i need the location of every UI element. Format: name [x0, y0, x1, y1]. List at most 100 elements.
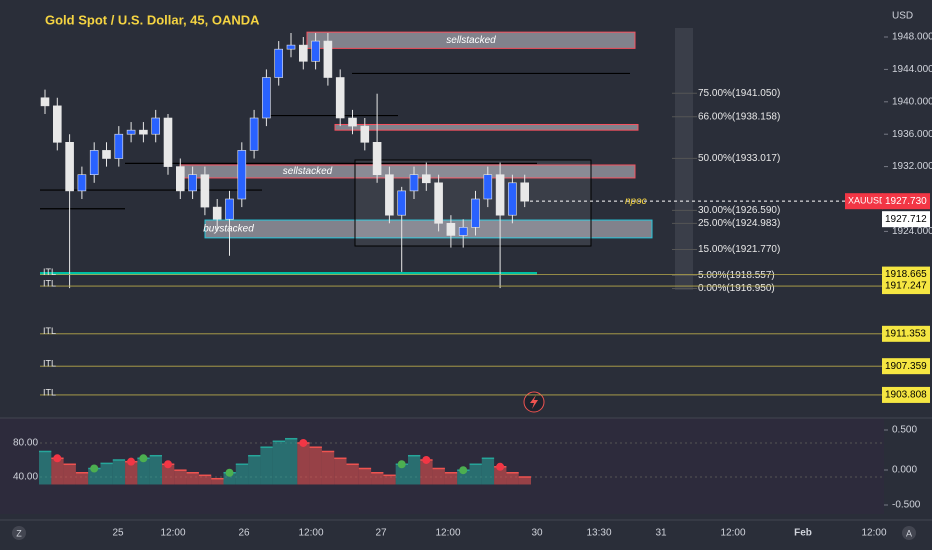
- candle-body: [249, 117, 259, 151]
- itl-label: ITL: [43, 326, 56, 336]
- x-tick-label: 26: [238, 528, 250, 539]
- candle-body: [360, 125, 370, 143]
- osc-step: [186, 472, 199, 485]
- osc-step: [149, 455, 162, 485]
- candle-body: [163, 117, 173, 167]
- osc-step: [211, 478, 224, 485]
- candle-body: [348, 117, 357, 127]
- osc-step: [39, 451, 52, 485]
- price-badge-label: 1917.247: [885, 281, 927, 292]
- candle-body: [409, 174, 419, 192]
- candle-body: [434, 182, 443, 224]
- osc-step: [358, 468, 372, 485]
- candle-body: [52, 105, 62, 143]
- fib-label: 30.00%(1926.590): [698, 205, 780, 216]
- candle-body: [77, 174, 87, 192]
- y-tick-label: 1936.000: [892, 129, 932, 140]
- bid-price-label: 1927.712: [885, 214, 927, 225]
- osc-y-label: 40.00: [13, 472, 38, 483]
- currency-label: USD: [892, 11, 913, 22]
- osc-signal: [53, 454, 62, 463]
- itl-label: ITL: [43, 359, 56, 369]
- osc-step: [371, 472, 384, 485]
- osc-step: [260, 447, 273, 485]
- candle-body: [139, 129, 148, 135]
- osc-step: [75, 472, 89, 485]
- osc-signal: [127, 457, 136, 466]
- osc-step: [420, 459, 433, 485]
- bid-price-badge: [882, 211, 930, 228]
- osc-step: [162, 464, 175, 485]
- zone: [334, 123, 639, 131]
- candle-body: [262, 77, 271, 119]
- zoom-icon[interactable]: [12, 526, 26, 540]
- candle-body: [397, 190, 407, 216]
- candle-body: [188, 174, 197, 192]
- x-tick-label: Feb: [794, 528, 812, 539]
- candle-body: [385, 174, 394, 216]
- osc-step: [432, 468, 445, 485]
- osc-y2-label: 0.000: [892, 465, 917, 476]
- candle-body: [237, 150, 247, 200]
- chart-title: Gold Spot / U.S. Dollar, 45, OANDA: [45, 12, 260, 27]
- auto-glyph: A: [906, 528, 912, 538]
- osc-signal: [397, 460, 406, 469]
- price-badge-label: 1911.353: [885, 328, 926, 339]
- candle-body: [286, 44, 296, 50]
- fib-label: 66.00%(1938.158): [698, 111, 780, 122]
- zone: [306, 31, 636, 49]
- osc-step: [235, 464, 249, 485]
- y-tick-label: 1940.000: [892, 96, 932, 107]
- osc-step: [469, 464, 482, 485]
- itl-label: ITL: [43, 387, 56, 397]
- y-tick-label: 1924.000: [892, 226, 932, 237]
- candle-body: [40, 97, 50, 107]
- npoc-label: npoc: [625, 196, 647, 207]
- osc-step: [309, 447, 322, 485]
- x-tick-label: 12:00: [298, 528, 323, 539]
- fib-label: 25.00%(1924.983): [698, 218, 780, 229]
- osc-step: [198, 475, 212, 485]
- x-tick-label: 27: [375, 528, 387, 539]
- fib-label: 75.00%(1941.050): [698, 88, 780, 99]
- osc-step: [395, 464, 408, 485]
- osc-signal: [164, 460, 172, 469]
- candle-body: [508, 182, 517, 216]
- fib-label: 15.00%(1921.770): [698, 244, 780, 255]
- candle-body: [483, 174, 493, 200]
- price-badge: [882, 325, 930, 342]
- osc-step: [383, 475, 396, 485]
- osc-step: [112, 459, 126, 485]
- candle-body: [200, 174, 210, 208]
- osc-step: [100, 463, 113, 485]
- candle-body: [471, 198, 480, 228]
- x-tick-label: 12:00: [861, 528, 886, 539]
- itl-label: ITL: [43, 267, 56, 277]
- fib-label: 0.00%(1916.950): [698, 283, 775, 294]
- x-tick-label: 12:00: [720, 528, 745, 539]
- price-badge-label: 1907.359: [885, 361, 927, 372]
- candle-body: [335, 77, 345, 119]
- osc-step: [408, 455, 421, 485]
- osc-step: [297, 442, 310, 485]
- osc-signal: [459, 466, 468, 475]
- candle-body: [274, 48, 284, 78]
- candle-body: [102, 150, 111, 159]
- candle-body: [225, 198, 234, 220]
- volume-profile: [675, 28, 693, 290]
- osc-step: [88, 468, 101, 485]
- x-tick-label: 30: [531, 528, 543, 539]
- y-tick-label: 1948.000: [892, 32, 932, 43]
- auto-scale-icon[interactable]: [902, 526, 916, 540]
- last-price-label: 1927.730: [885, 196, 927, 207]
- osc-step: [506, 472, 519, 485]
- osc-step: [518, 476, 531, 485]
- zoom-glyph: Z: [16, 528, 22, 538]
- price-badge: [882, 278, 930, 295]
- osc-step: [285, 438, 298, 485]
- candle-body: [520, 182, 530, 202]
- fib-label: 5.00%(1918.557): [698, 270, 775, 281]
- osc-step: [223, 472, 236, 485]
- zone-label: sellstacked: [446, 35, 496, 46]
